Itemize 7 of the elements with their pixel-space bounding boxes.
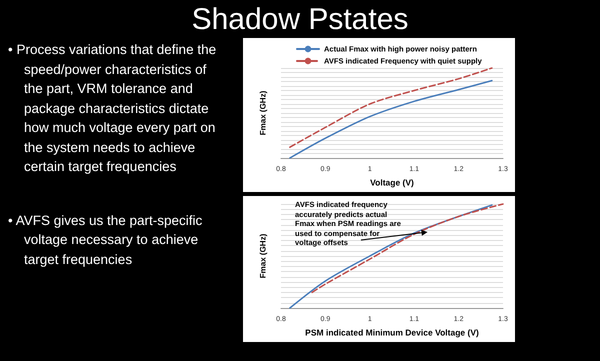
x-axis-title: Voltage (V)	[370, 177, 414, 188]
text: Shadow Pstates	[190, 2, 410, 38]
x-axis-title: PSM indicated Minimum Device Voltage (V)	[305, 327, 479, 338]
y-axis-title: Fmax (GHz)	[258, 233, 268, 278]
text: • AVFS gives us the part-specific voltage necessary to achieve target frequencies	[8, 212, 204, 269]
y-axis-title: Fmax (GHz)	[258, 90, 268, 136]
text: • Process variations that define the speed/power characteristics of the part, VRM tolerance and package characteristics dictate how much voltage every part on the system needs to achieve certain target frequencies	[8, 41, 218, 176]
